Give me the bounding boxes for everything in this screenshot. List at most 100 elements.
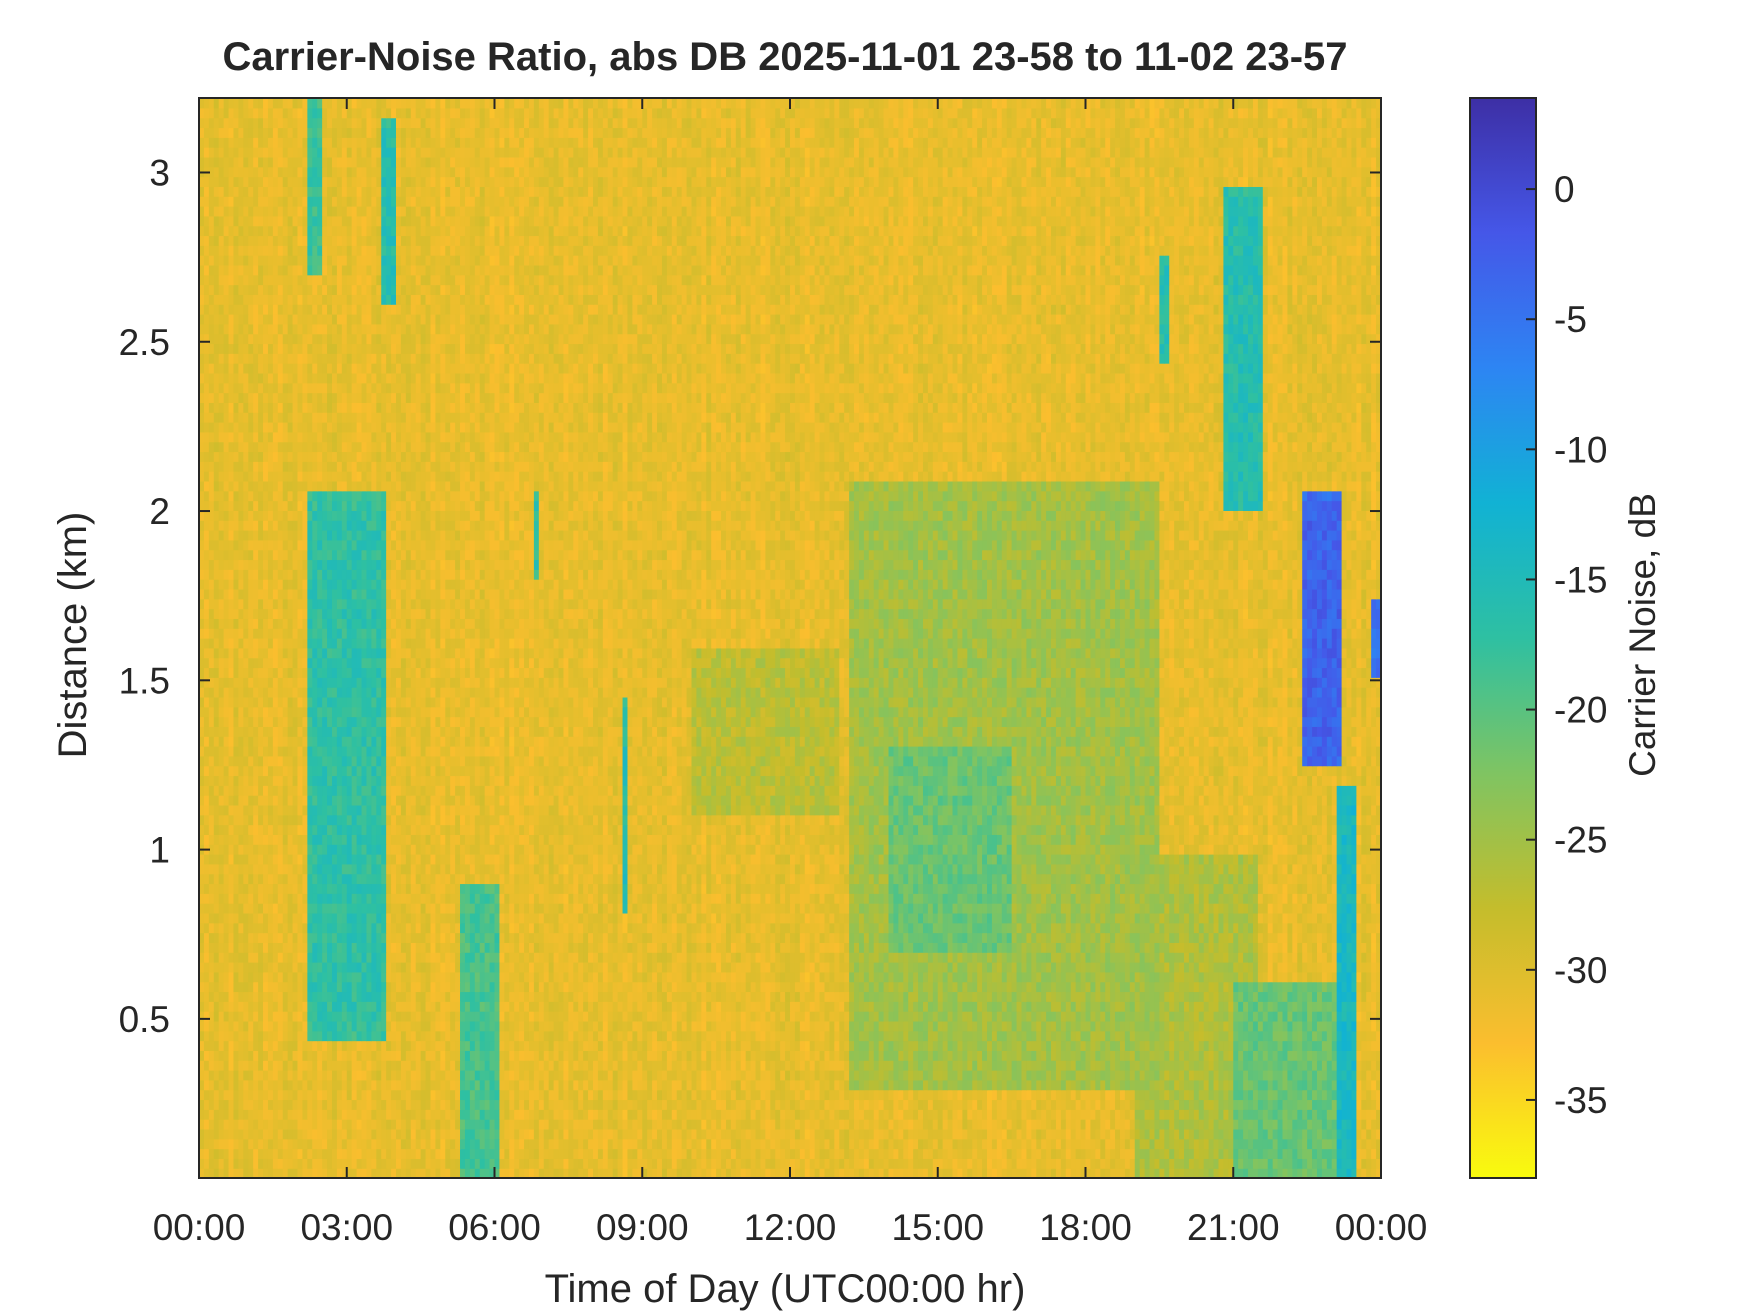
heatmap-cell <box>883 971 890 983</box>
heatmap-cell <box>1184 1109 1190 1120</box>
heatmap-cell <box>258 1119 264 1130</box>
heatmap-cell <box>376 1128 382 1140</box>
heatmap-cell <box>538 1089 545 1101</box>
heatmap-cell <box>947 1070 954 1081</box>
heatmap-cell <box>1011 1079 1018 1091</box>
heatmap-cell <box>755 1079 762 1091</box>
heatmap-cell <box>203 1168 210 1179</box>
heatmap-cell <box>681 1060 688 1071</box>
heatmap-cell <box>317 1099 323 1110</box>
heatmap-cell <box>331 1099 338 1110</box>
heatmap-cell <box>213 1168 220 1179</box>
heatmap-cell <box>1100 1020 1106 1032</box>
heatmap-cell <box>568 1040 574 1051</box>
heatmap-cell <box>400 1099 407 1110</box>
heatmap-cell <box>765 1089 771 1101</box>
heatmap-cell <box>878 1128 885 1140</box>
heatmap-cell <box>1075 1079 1082 1091</box>
heatmap-cell <box>942 1050 949 1061</box>
heatmap-cell <box>327 1070 333 1081</box>
heatmap-cell <box>681 1070 688 1081</box>
heatmap-cell <box>863 991 870 1002</box>
heatmap-cell <box>696 1109 702 1120</box>
heatmap-cell <box>1257 1030 1264 1042</box>
heatmap-cell <box>573 1158 579 1169</box>
heatmap-cell <box>1292 1089 1298 1101</box>
heatmap-cell <box>336 1070 343 1081</box>
heatmap-cell <box>696 1040 702 1051</box>
heatmap-cell <box>489 1030 496 1042</box>
heatmap-cell <box>987 991 993 1002</box>
heatmap-cell <box>696 1138 702 1150</box>
heatmap-cell <box>435 1060 441 1071</box>
heatmap-cell <box>996 1158 1003 1169</box>
heatmap-cell <box>312 1128 318 1140</box>
heatmap-cell <box>440 1070 446 1081</box>
heatmap-cell <box>809 971 816 983</box>
heatmap-cell <box>1164 1070 1170 1081</box>
heatmap-cell <box>1307 1109 1313 1120</box>
heatmap-cell <box>666 1138 673 1150</box>
heatmap-cell <box>1085 1020 1092 1032</box>
heatmap-cell <box>602 1040 609 1051</box>
heatmap-cell <box>1134 1119 1141 1130</box>
heatmap-cell <box>819 981 826 993</box>
heatmap-cell <box>297 1001 304 1012</box>
heatmap-cell <box>1115 1011 1121 1022</box>
heatmap-cell <box>839 1040 845 1051</box>
heatmap-cell <box>612 991 619 1002</box>
heatmap-cell <box>489 1148 496 1159</box>
heatmap-cell <box>824 971 830 983</box>
heatmap-cell <box>622 1099 629 1110</box>
heatmap-cell <box>642 1001 648 1012</box>
heatmap-cell <box>849 1050 855 1061</box>
heatmap-cell <box>932 1030 939 1042</box>
heatmap-cell <box>351 1079 358 1091</box>
heatmap-cell <box>258 1030 264 1042</box>
heatmap-cell <box>356 1040 363 1051</box>
heatmap-cell <box>932 1148 939 1159</box>
heatmap-cell <box>809 991 816 1002</box>
heatmap-cell <box>263 1079 269 1091</box>
heatmap-cell <box>977 981 983 993</box>
heatmap-cell <box>927 1168 934 1179</box>
heatmap-cell <box>1011 971 1018 983</box>
heatmap-cell <box>829 1089 835 1101</box>
heatmap-cell <box>1272 1050 1279 1061</box>
heatmap-cell <box>696 981 702 993</box>
heatmap-cell <box>932 1050 939 1061</box>
heatmap-cell <box>1115 1099 1121 1110</box>
heatmap-cell <box>922 1020 929 1032</box>
heatmap-cell <box>1016 1070 1023 1081</box>
heatmap-cell <box>410 1158 417 1169</box>
heatmap-cell <box>908 981 914 993</box>
heatmap-cell <box>327 1030 333 1042</box>
heatmap-cell <box>327 1099 333 1110</box>
heatmap-cell <box>661 1089 668 1101</box>
heatmap-cell <box>967 1001 973 1012</box>
heatmap-cell <box>982 1040 988 1051</box>
heatmap-cell <box>1011 1119 1018 1130</box>
heatmap-cell <box>760 1089 766 1101</box>
heatmap-cell <box>967 1109 973 1120</box>
heatmap-cell <box>287 1138 294 1150</box>
heatmap-cell <box>903 1109 909 1120</box>
heatmap-cell <box>834 1138 840 1150</box>
heatmap-cell <box>450 1158 456 1169</box>
heatmap-cell <box>725 971 732 983</box>
heatmap-cell <box>1164 1001 1170 1012</box>
heatmap-cell <box>1041 991 1047 1002</box>
heatmap-cell <box>455 1168 461 1179</box>
heatmap-cell <box>1331 1030 1338 1042</box>
heatmap-cell <box>371 1060 377 1071</box>
heatmap-cell <box>528 1020 535 1032</box>
heatmap-cell <box>415 1109 422 1120</box>
heatmap-cell <box>499 1070 505 1081</box>
heatmap-cell <box>297 1148 304 1159</box>
heatmap-cell <box>381 1148 387 1159</box>
heatmap-cell <box>297 1079 304 1091</box>
heatmap-cell <box>1233 1099 1239 1110</box>
heatmap-cell <box>405 1011 412 1022</box>
heatmap-cell <box>676 1060 683 1071</box>
heatmap-cell <box>829 1128 835 1140</box>
